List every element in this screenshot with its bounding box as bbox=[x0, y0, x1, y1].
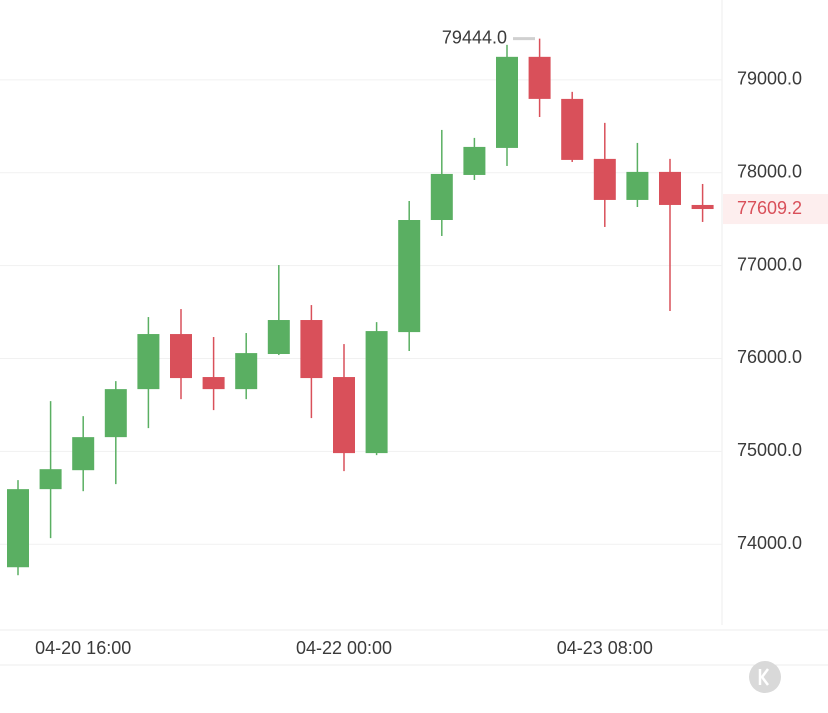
candle-body bbox=[659, 171, 681, 205]
y-tick-label: 79000.0 bbox=[737, 69, 802, 89]
last-price-bg bbox=[723, 194, 828, 225]
candle-body bbox=[170, 334, 192, 379]
candle-body bbox=[235, 353, 258, 390]
y-tick-label: 78000.0 bbox=[737, 161, 802, 181]
y-tick-label: 75000.0 bbox=[737, 440, 802, 460]
candle-body bbox=[398, 220, 421, 333]
y-tick-label: 74000.0 bbox=[737, 533, 802, 553]
candle-body bbox=[430, 173, 453, 221]
last-price-label: 77609.2 bbox=[737, 198, 802, 218]
candle-body bbox=[72, 437, 95, 471]
candle-body bbox=[691, 204, 714, 210]
candle-body bbox=[39, 469, 62, 490]
x-tick-label: 04-20 16:00 bbox=[35, 638, 131, 658]
collapse-button[interactable] bbox=[749, 661, 781, 693]
candle-body bbox=[333, 377, 355, 454]
candle-body bbox=[104, 389, 127, 438]
candle-body bbox=[137, 334, 160, 390]
candle-body bbox=[561, 98, 584, 160]
candle-body bbox=[593, 158, 616, 200]
candle-body bbox=[626, 171, 649, 200]
candle-body bbox=[365, 331, 388, 454]
button-circle[interactable] bbox=[749, 661, 781, 693]
max-label: 79444.0 bbox=[442, 27, 507, 47]
candle-body bbox=[463, 146, 486, 175]
candle-body bbox=[528, 56, 551, 99]
button-icon[interactable] bbox=[758, 668, 769, 686]
y-tick-label: 77000.0 bbox=[737, 254, 802, 274]
candle-body bbox=[496, 56, 518, 148]
candle-body bbox=[7, 489, 29, 568]
x-tick-label: 04-23 08:00 bbox=[557, 638, 653, 658]
candle-body bbox=[202, 377, 225, 390]
x-tick-label: 04-22 00:00 bbox=[296, 638, 392, 658]
candle-body bbox=[300, 320, 323, 379]
candle-body bbox=[267, 320, 290, 355]
y-tick-label: 76000.0 bbox=[737, 347, 802, 367]
